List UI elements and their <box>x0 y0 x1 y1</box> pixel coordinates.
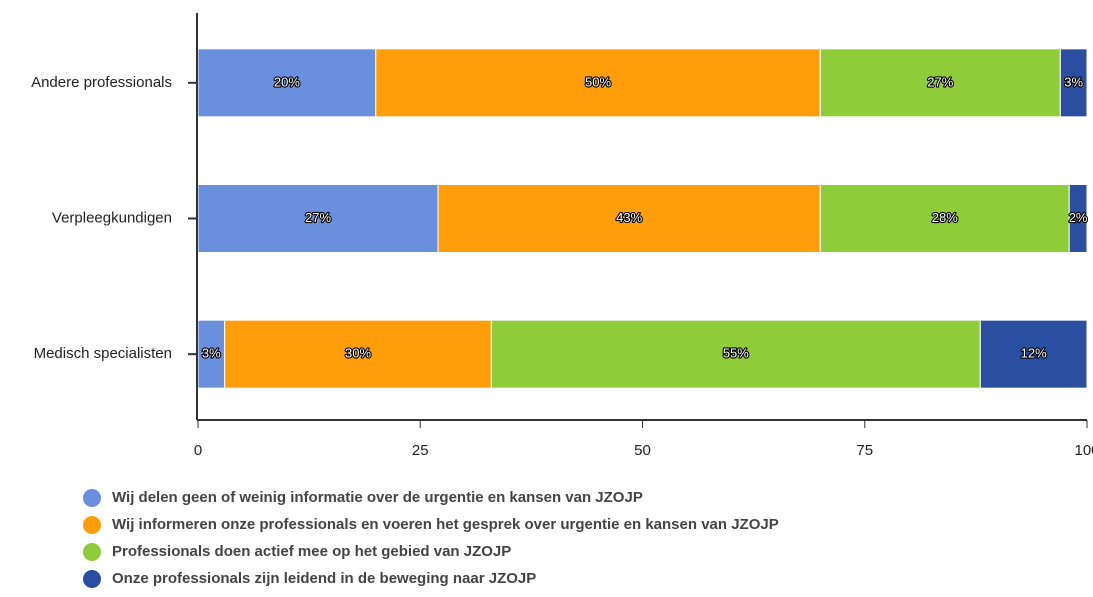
bar-segment <box>819 184 1070 253</box>
value-label: 27% <box>305 210 331 225</box>
x-tick-label: 75 <box>856 442 873 459</box>
bar-segment <box>197 319 226 389</box>
legend-label: Professionals doen actief mee op het geb… <box>112 543 511 560</box>
value-label: 2% <box>1069 210 1088 225</box>
value-label: 55% <box>723 346 749 361</box>
bar-segment <box>979 319 1088 389</box>
bar-segment <box>375 48 821 118</box>
legend-swatch <box>83 516 101 534</box>
legend-swatch <box>83 570 101 588</box>
bar-segment <box>1059 48 1088 118</box>
bar-segment <box>819 48 1061 118</box>
bar-segment <box>197 48 377 118</box>
x-tick-label: 0 <box>194 442 202 459</box>
legend-label: Wij delen geen of weinig informatie over… <box>112 489 643 506</box>
x-tick-label: 100 <box>1074 442 1093 459</box>
bar-segment <box>490 319 981 389</box>
legend-swatch <box>83 543 101 561</box>
value-label: 12% <box>1021 346 1047 361</box>
x-tick-label: 50 <box>634 442 651 459</box>
bar-segment <box>437 184 821 253</box>
value-label: 27% <box>927 74 953 89</box>
value-label: 43% <box>616 210 642 225</box>
legend-swatch <box>83 489 101 507</box>
value-label: 50% <box>585 74 611 89</box>
x-tick-label: 25 <box>412 442 429 459</box>
y-tick-label: Andere professionals <box>31 74 172 91</box>
value-label: 3% <box>202 346 221 361</box>
y-tick-label: Medisch specialisten <box>34 345 172 362</box>
y-tick-label: Verpleegkundigen <box>52 209 172 226</box>
value-label: 30% <box>345 346 371 361</box>
legend-label: Wij informeren onze professionals en voe… <box>112 516 779 533</box>
bar-segment <box>1068 184 1088 253</box>
value-label: 28% <box>932 210 958 225</box>
bar-segment <box>224 319 492 389</box>
value-label: 20% <box>274 74 300 89</box>
legend-label: Onze professionals zijn leidend in de be… <box>112 570 536 587</box>
value-label: 3% <box>1064 74 1083 89</box>
